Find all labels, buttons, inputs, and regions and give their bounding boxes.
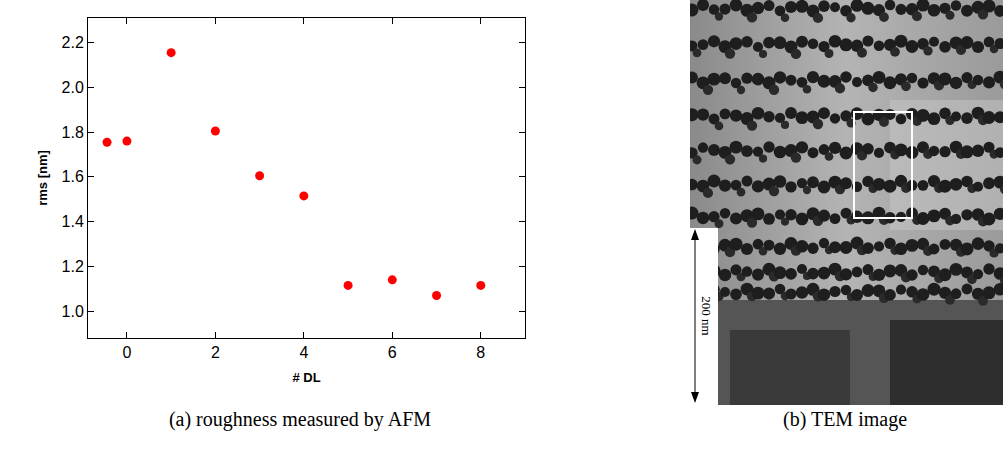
svg-text:2: 2 <box>211 344 220 361</box>
svg-text:1.8: 1.8 <box>62 124 84 141</box>
svg-text:8: 8 <box>476 344 485 361</box>
html-text:(b) TEM image: (b) TEM image <box>783 408 907 430</box>
svg-text:# DL: # DL <box>292 370 320 385</box>
svg-text:1.6: 1.6 <box>62 168 84 185</box>
svg-text:2.2: 2.2 <box>62 34 84 51</box>
svg-text:0: 0 <box>122 344 131 361</box>
svg-text:200 nm: 200 nm <box>699 296 714 335</box>
svg-text:rms [nm]: rms [nm] <box>35 150 50 206</box>
html-text:(a) roughness measured by AFM: (a) roughness measured by AFM <box>168 408 432 430</box>
svg-text:1.2: 1.2 <box>62 258 84 275</box>
svg-text:1.0: 1.0 <box>62 303 84 320</box>
svg-text:4: 4 <box>299 344 308 361</box>
svg-text:1.4: 1.4 <box>62 213 84 230</box>
svg-text:2.0: 2.0 <box>62 79 84 96</box>
svg-text:6: 6 <box>388 344 397 361</box>
